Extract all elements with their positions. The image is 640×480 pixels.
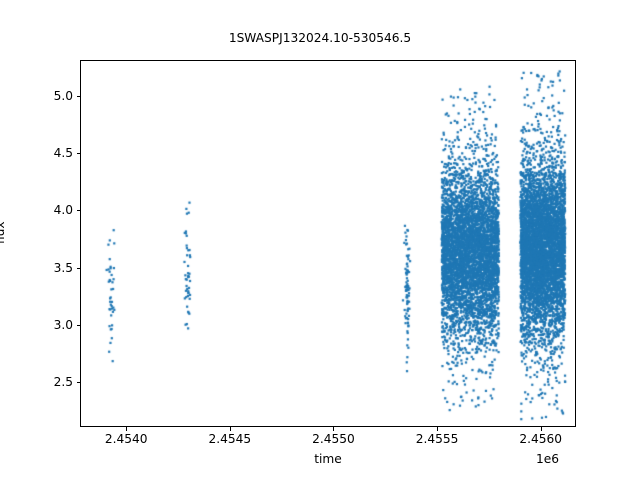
y-tick-label: 4.0 bbox=[53, 203, 73, 218]
y-tick-mark bbox=[76, 267, 80, 269]
y-tick-mark bbox=[76, 95, 80, 97]
y-axis-label: flux bbox=[0, 221, 7, 244]
x-axis-label: time bbox=[314, 452, 342, 466]
scatter-plot-canvas bbox=[80, 60, 576, 427]
x-tick-label: 2.4550 bbox=[312, 432, 355, 446]
x-tick-mark bbox=[437, 427, 439, 431]
x-tick-mark bbox=[540, 427, 542, 431]
x-tick-label: 2.4545 bbox=[208, 432, 252, 446]
y-tick-label: 3.0 bbox=[53, 317, 73, 332]
x-tick-mark bbox=[333, 427, 335, 431]
y-tick-mark bbox=[76, 210, 80, 212]
x-tick-label: 2.4560 bbox=[519, 432, 563, 446]
y-tick-label: 5.0 bbox=[53, 88, 73, 103]
x-axis-offset-label: 1e6 bbox=[536, 452, 560, 466]
x-tick-label: 2.4540 bbox=[104, 432, 148, 446]
x-tick-mark bbox=[126, 427, 128, 431]
page-title: 1SWASPJ132024.10-530546.5 bbox=[228, 31, 412, 45]
y-tick-mark bbox=[76, 152, 80, 154]
plot-axes: 2.4540 2.4545 2.4550 2.4555 2.4560 2.5 3.0 3.5… bbox=[54, 60, 576, 446]
y-tick-label: 4.5 bbox=[53, 145, 73, 160]
x-tick-mark bbox=[229, 427, 231, 431]
y-tick-label: 2.5 bbox=[53, 375, 73, 390]
x-tick-label: 2.4555 bbox=[415, 432, 459, 446]
y-tick-mark bbox=[76, 324, 80, 326]
y-tick-mark bbox=[76, 382, 80, 384]
y-tick-label: 3.5 bbox=[53, 260, 73, 275]
